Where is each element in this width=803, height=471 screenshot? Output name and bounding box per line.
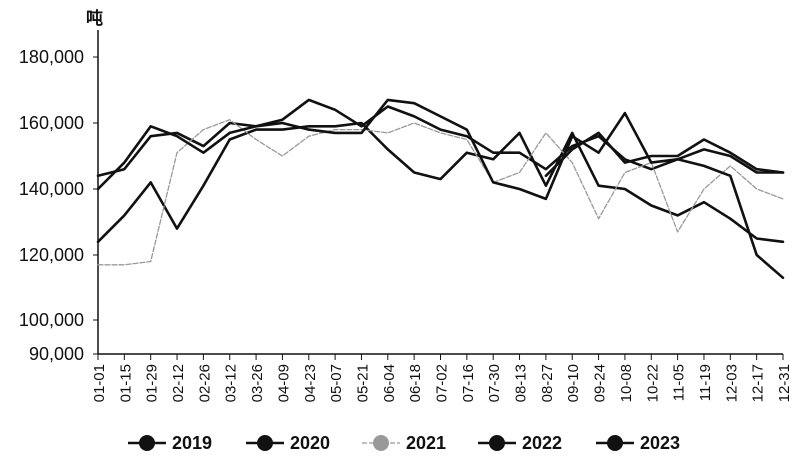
- series-line-2019: [96, 98, 785, 178]
- unit-label: 吨: [86, 8, 103, 29]
- legend-marker-2022: [489, 435, 505, 451]
- x-axis: 01-01 01-15 01-29 02-12 02-26 03-12 03-26 04-09…: [91, 353, 793, 402]
- legend-marker-2020: [257, 435, 273, 451]
- legend-marker-2021: [373, 435, 389, 451]
- series-lines: [96, 98, 785, 280]
- legend-label-2020: 2020: [290, 433, 330, 453]
- y-tick-label: 180,000: [19, 47, 84, 67]
- x-tick-label: 05-21: [354, 364, 371, 402]
- x-tick-label: 12-17: [750, 364, 767, 402]
- series-line-2021: [97, 119, 784, 266]
- legend-label-2021: 2021: [406, 433, 446, 453]
- y-tick-label: 140,000: [19, 179, 84, 199]
- x-tick-label: 12-31: [776, 364, 793, 402]
- x-tick-label: 02-12: [170, 364, 187, 402]
- x-tick-label: 07-30: [486, 364, 503, 402]
- y-tick-label: 90,000: [29, 344, 84, 364]
- x-tick-label: 04-23: [302, 364, 319, 402]
- series-line-2023: [544, 131, 785, 178]
- y-tick-label: 120,000: [19, 245, 84, 265]
- legend-label-2019: 2019: [172, 433, 212, 453]
- series-line-2020: [96, 121, 785, 244]
- x-tick-label: 09-10: [565, 364, 582, 402]
- x-tick-label: 12-03: [723, 364, 740, 402]
- legend: 2019 2020 2021 2022 2023: [128, 433, 680, 453]
- series-line-2022: [96, 98, 785, 280]
- x-tick-label: 01-15: [117, 364, 134, 402]
- x-tick-label: 05-07: [328, 364, 345, 402]
- x-tick-label: 11-05: [671, 364, 688, 401]
- x-tick-label: 03-26: [249, 364, 266, 402]
- x-tick-label: 02-26: [196, 364, 213, 402]
- x-tick-label: 07-02: [434, 364, 451, 402]
- x-tick-label: 06-04: [381, 364, 398, 402]
- x-tick-label: 09-24: [592, 364, 609, 402]
- legend-label-2022: 2022: [522, 433, 562, 453]
- x-tick-label: 01-29: [144, 364, 161, 402]
- legend-marker-2019: [139, 435, 155, 451]
- x-tick-label: 08-27: [539, 364, 556, 402]
- x-tick-label: 10-08: [618, 364, 635, 402]
- x-tick-label: 07-16: [460, 364, 477, 402]
- legend-label-2023: 2023: [640, 433, 680, 453]
- y-tick-label: 100,000: [19, 310, 84, 330]
- legend-marker-2023: [607, 435, 623, 451]
- y-axis: 90,000 100,000 120,000 140,000 160,000 180,00…: [19, 30, 99, 364]
- x-tick-label: 08-13: [513, 364, 530, 402]
- x-tick-label: 04-09: [275, 364, 292, 402]
- x-tick-label: 11-19: [697, 364, 714, 401]
- x-tick-label: 06-18: [407, 364, 424, 402]
- x-tick-label: 03-12: [223, 364, 240, 402]
- y-tick-label: 160,000: [19, 113, 84, 133]
- x-tick-label: 10-22: [644, 364, 661, 402]
- x-tick-label: 01-01: [91, 364, 108, 402]
